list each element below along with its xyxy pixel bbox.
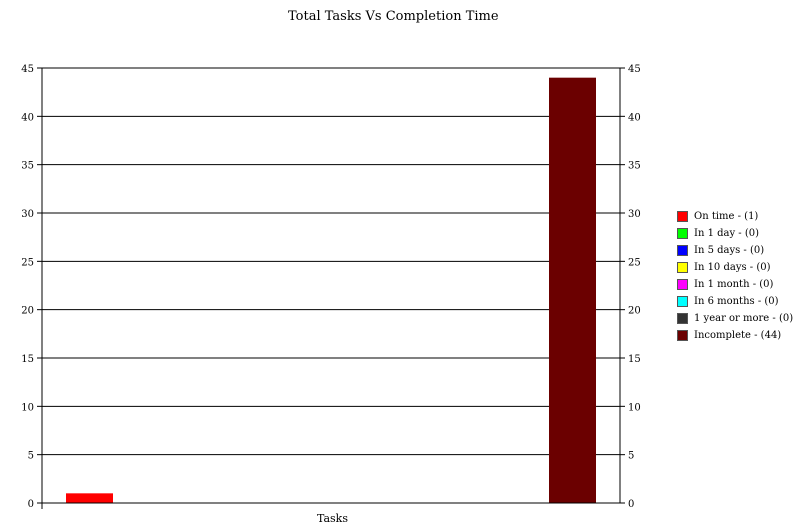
bar — [66, 493, 113, 503]
y-tick-label-right: 25 — [628, 257, 641, 268]
legend-swatch — [677, 279, 688, 290]
legend-item: On time - (1) — [677, 208, 793, 225]
chart-title: Total Tasks Vs Completion Time — [288, 9, 499, 24]
legend-item: In 10 days - (0) — [677, 259, 793, 276]
y-tick-label-left: 0 — [28, 499, 34, 510]
y-tick-label-right: 30 — [628, 209, 641, 220]
axes — [41, 68, 621, 509]
y-ticks-left: 0 5 10 15 20 25 30 35 40 45 — [21, 64, 42, 510]
legend-label: In 1 day - (0) — [694, 228, 760, 239]
y-tick-label-left: 45 — [21, 64, 34, 75]
y-tick-label-right: 20 — [628, 306, 641, 317]
y-tick-label-left: 5 — [28, 451, 34, 462]
legend-label: 1 year or more - (0) — [694, 313, 794, 324]
legend-label: In 6 months - (0) — [694, 296, 779, 307]
y-tick-label-right: 10 — [628, 402, 641, 413]
y-tick-label-right: 45 — [628, 64, 641, 75]
legend-swatch — [677, 228, 688, 239]
bar — [549, 77, 596, 504]
legend-item: In 1 month - (0) — [677, 276, 793, 293]
legend-item: 1 year or more - (0) — [677, 310, 793, 327]
legend-swatch — [677, 211, 688, 222]
y-tick-label-right: 35 — [628, 161, 641, 172]
legend-label: In 10 days - (0) — [694, 262, 771, 273]
legend-swatch — [677, 262, 688, 273]
legend-swatch — [677, 245, 688, 256]
bars — [66, 77, 596, 504]
legend: On time - (1) In 1 day - (0) In 5 days - (… — [677, 208, 793, 344]
legend-swatch — [677, 296, 688, 307]
legend-item: In 1 day - (0) — [677, 225, 793, 242]
x-axis-label: Tasks — [317, 512, 348, 525]
y-tick-label-left: 15 — [21, 354, 34, 365]
y-tick-label-left: 40 — [21, 112, 34, 123]
y-tick-label-right: 0 — [628, 499, 634, 510]
y-tick-label-right: 5 — [628, 451, 634, 462]
legend-label: On time - (1) — [694, 211, 759, 222]
y-tick-label-left: 10 — [21, 402, 34, 413]
legend-label: Incomplete - (44) — [694, 330, 782, 341]
legend-item: Incomplete - (44) — [677, 327, 793, 344]
gridlines — [42, 67, 620, 456]
y-tick-label-left: 20 — [21, 306, 34, 317]
y-ticks-right: 0 5 10 15 20 25 30 35 40 45 — [620, 64, 641, 510]
y-tick-label-left: 25 — [21, 257, 34, 268]
y-tick-label-right: 40 — [628, 112, 641, 123]
legend-item: In 5 days - (0) — [677, 242, 793, 259]
y-tick-label-left: 35 — [21, 161, 34, 172]
legend-label: In 5 days - (0) — [694, 245, 765, 256]
y-tick-label-left: 30 — [21, 209, 34, 220]
legend-swatch — [677, 330, 688, 341]
legend-label: In 1 month - (0) — [694, 279, 774, 290]
legend-swatch — [677, 313, 688, 324]
y-tick-label-right: 15 — [628, 354, 641, 365]
legend-item: In 6 months - (0) — [677, 293, 793, 310]
